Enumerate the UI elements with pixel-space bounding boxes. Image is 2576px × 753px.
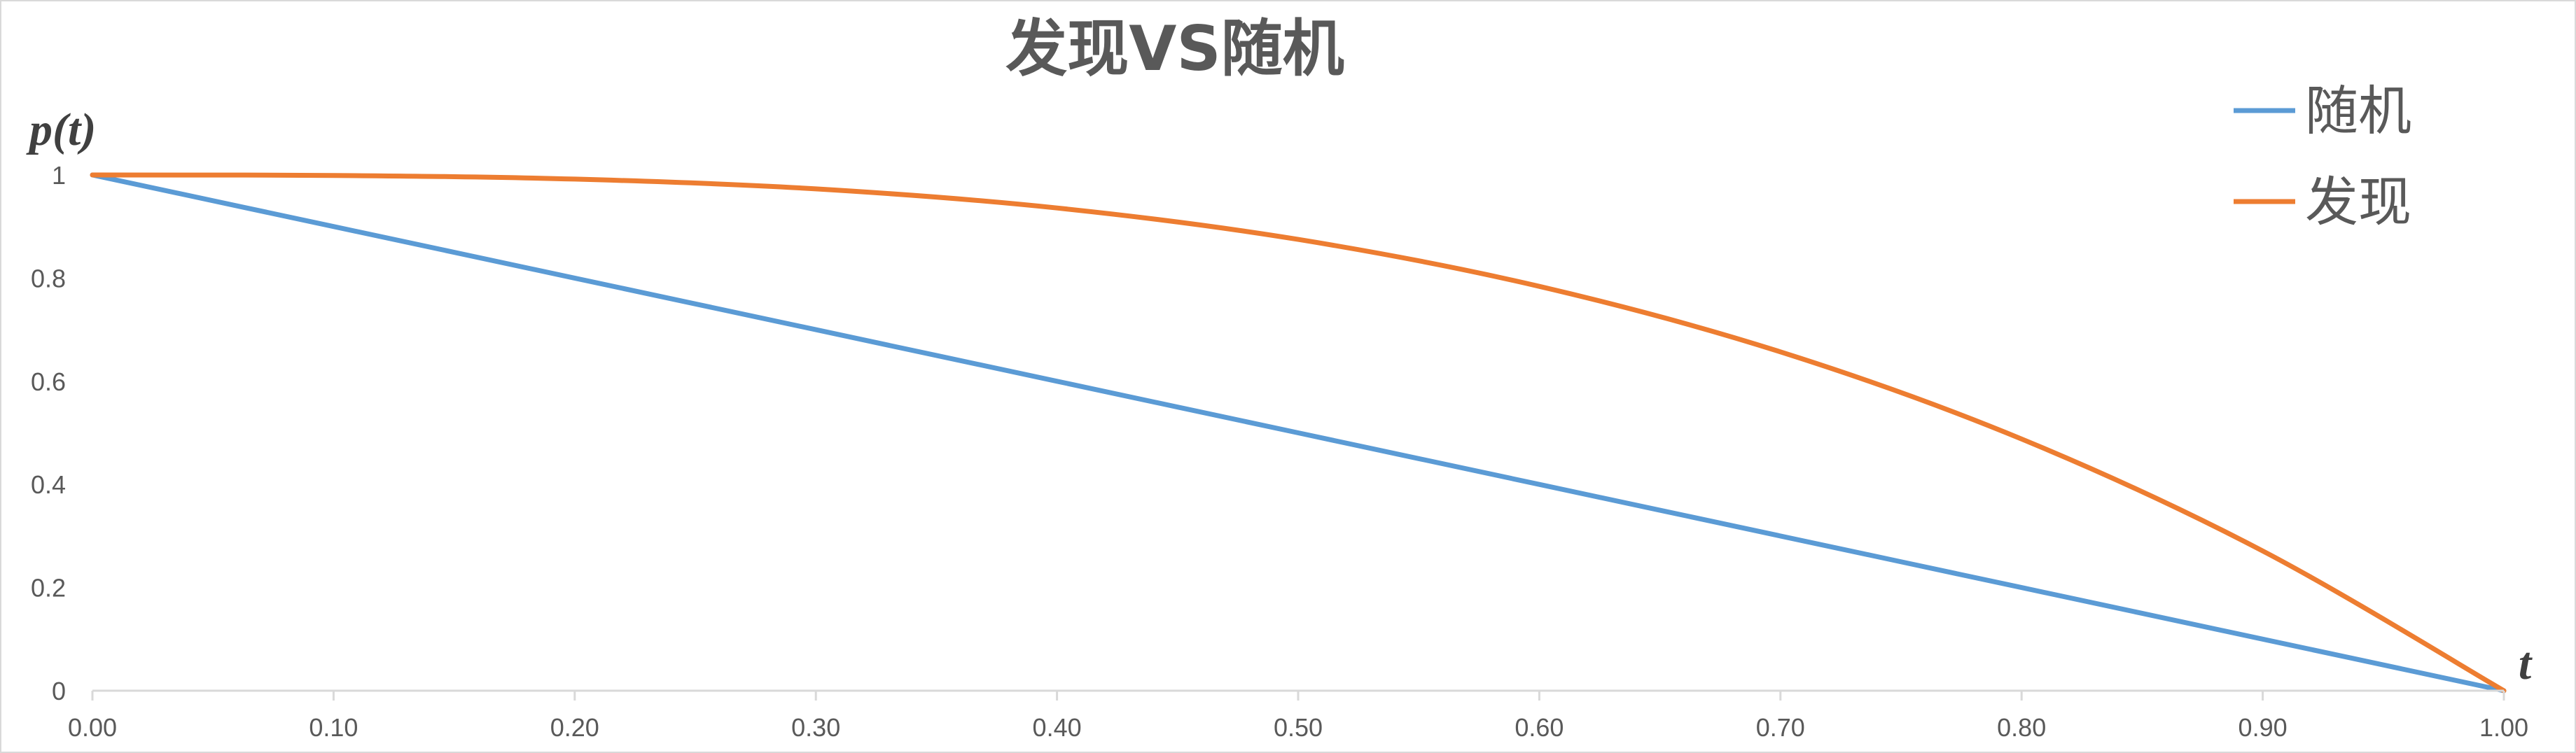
x-axis-title: t bbox=[2519, 638, 2533, 689]
series-line-2 bbox=[90, 172, 2507, 694]
x-axis-ticks: 0.00 0.10 0.20 0.30 0.40 0.50 0.60 0.70 0.80 0.90… bbox=[68, 691, 2528, 742]
x-tick-label: 0.50 bbox=[1274, 713, 1323, 742]
series-layer bbox=[90, 172, 2507, 694]
x-tick-label: 0.40 bbox=[1033, 713, 1082, 742]
x-tick-label: 0.80 bbox=[1997, 713, 2046, 742]
x-tick-label: 1.00 bbox=[2479, 713, 2528, 742]
x-tick-label: 0.30 bbox=[791, 713, 840, 742]
x-tick-label: 0.00 bbox=[68, 713, 117, 742]
legend-label: 随机 bbox=[2305, 80, 2411, 142]
y-tick-label: 0.2 bbox=[31, 574, 66, 603]
y-axis-title: p(t) bbox=[26, 104, 96, 155]
x-tick-label: 0.70 bbox=[1756, 713, 1805, 742]
series-line-1 bbox=[90, 172, 2507, 694]
y-tick-label: 0.6 bbox=[31, 367, 66, 396]
x-tick-label: 0.60 bbox=[1515, 713, 1564, 742]
legend-label: 发现 bbox=[2305, 171, 2411, 233]
chart-title: 发现VS随机 bbox=[1005, 13, 1344, 85]
y-tick-label: 1 bbox=[52, 161, 66, 190]
x-tick-label: 0.10 bbox=[309, 713, 358, 742]
x-tick-label: 0.20 bbox=[550, 713, 599, 742]
y-tick-label: 0.8 bbox=[31, 264, 66, 293]
x-tick-label: 0.90 bbox=[2239, 713, 2288, 742]
y-tick-label: 0 bbox=[52, 677, 66, 705]
y-tick-label: 0.4 bbox=[31, 470, 66, 499]
y-axis-ticks: 0 0.2 0.4 0.6 0.8 1 bbox=[31, 161, 66, 705]
